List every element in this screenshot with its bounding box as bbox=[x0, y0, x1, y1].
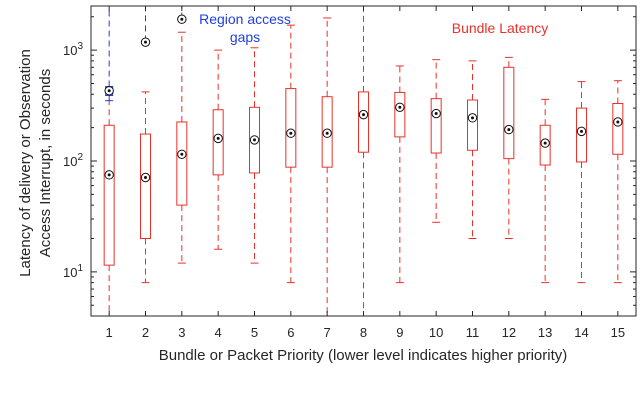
y-tick-label-10: 101 bbox=[63, 263, 83, 280]
x-tick-label-5: 5 bbox=[251, 325, 258, 340]
bundle-latency-box-14-median-dot bbox=[580, 129, 583, 133]
bundle-latency-box-13-box bbox=[539, 124, 551, 166]
x-tick-label-14: 14 bbox=[574, 325, 588, 340]
bundle-latency-box-1-median-dot bbox=[107, 173, 111, 177]
x-axis-ticks: 1 2 3 4 5 6 7 8 9 10 11 12 13 14 15 bbox=[106, 6, 625, 340]
region-gap-box-2-median-dot bbox=[144, 40, 147, 44]
bundle-latency-box-3-median-dot bbox=[180, 152, 184, 156]
bundle-latency-box-6-box bbox=[285, 88, 297, 168]
annotation-gaps: gaps bbox=[230, 29, 260, 45]
x-tick-label-10: 10 bbox=[429, 325, 443, 340]
bundle-latency-box-4-box bbox=[212, 109, 224, 176]
region-gap-box-1-median-dot bbox=[107, 89, 111, 93]
bundle-latency-box-10-median-dot bbox=[434, 112, 438, 116]
bundle-latency-box-8-median-dot bbox=[362, 113, 365, 117]
bundle-latency-box-7-box bbox=[321, 96, 333, 168]
bundle-latency-box-5-median-dot bbox=[253, 138, 256, 142]
x-tick-label-13: 13 bbox=[538, 325, 552, 340]
y-axis-ticks: 101 102 103 bbox=[63, 16, 636, 317]
bundle-latency-box-8-box bbox=[358, 91, 369, 153]
bundle-latency-box-9-box bbox=[394, 91, 406, 138]
y-axis-label-line2: Access Interrupt, in seconds bbox=[37, 69, 54, 257]
bundle-latency-box-5-box bbox=[249, 106, 260, 174]
x-tick-label-8: 8 bbox=[360, 325, 367, 340]
bundle-latency-box-9-median-dot bbox=[398, 105, 402, 109]
bundle-latency-box-13-median-dot bbox=[543, 141, 547, 145]
bundle-latency-box-2-median-dot bbox=[144, 175, 147, 179]
bundle-latency-box-6-median-dot bbox=[289, 131, 293, 135]
x-axis-label: Bundle or Packet Priority (lower level i… bbox=[159, 347, 568, 364]
bundle-latency-box-12-box bbox=[503, 66, 515, 160]
x-tick-label-9: 9 bbox=[396, 325, 403, 340]
x-tick-label-6: 6 bbox=[287, 325, 294, 340]
bundle-latency-boxes bbox=[103, 6, 624, 316]
x-tick-label-3: 3 bbox=[178, 325, 185, 340]
y-tick-label-100: 102 bbox=[63, 152, 83, 169]
bundle-latency-box-2-box bbox=[140, 133, 151, 239]
bundle-latency-box-1-box bbox=[103, 124, 115, 266]
x-tick-label-12: 12 bbox=[502, 325, 516, 340]
bundle-latency-box-4-median-dot bbox=[216, 136, 220, 140]
bundle-latency-box-12-median-dot bbox=[507, 128, 511, 132]
x-tick-label-2: 2 bbox=[142, 325, 149, 340]
bundle-latency-box-14-box bbox=[576, 107, 587, 163]
plot-area bbox=[90, 5, 637, 317]
axes-frame bbox=[90, 5, 637, 317]
bundle-latency-box-11-box bbox=[467, 99, 478, 151]
y-axis-label-line1: Latency of delivery or Observation bbox=[17, 49, 34, 277]
x-tick-label-11: 11 bbox=[466, 325, 480, 340]
x-tick-label-1: 1 bbox=[106, 325, 113, 340]
region-gap-box-3-median-dot bbox=[180, 17, 184, 21]
annotation-region-access: Region access bbox=[199, 11, 291, 27]
bundle-latency-box-15-box bbox=[612, 103, 624, 155]
y-tick-label-1000: 103 bbox=[63, 41, 83, 58]
bundle-latency-box-7-median-dot bbox=[325, 131, 329, 135]
bundle-latency-box-15-median-dot bbox=[616, 120, 620, 124]
bundle-latency-box-10-box bbox=[430, 98, 442, 154]
x-tick-label-15: 15 bbox=[611, 325, 625, 340]
bundle-latency-box-3-box bbox=[176, 121, 188, 206]
x-tick-label-4: 4 bbox=[215, 325, 222, 340]
x-tick-label-7: 7 bbox=[324, 325, 331, 340]
region-access-gap-boxes bbox=[104, 6, 187, 102]
bundle-latency-box-11-median-dot bbox=[471, 116, 474, 120]
annotation-bundle-latency: Bundle Latency bbox=[452, 20, 549, 36]
